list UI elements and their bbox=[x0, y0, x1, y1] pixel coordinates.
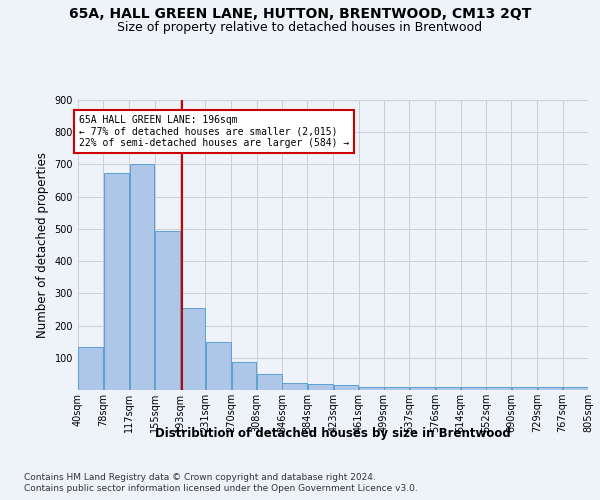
Text: Contains public sector information licensed under the Open Government Licence v3: Contains public sector information licen… bbox=[24, 484, 418, 493]
Bar bbox=[104, 172, 129, 390]
Bar bbox=[563, 388, 588, 390]
Bar bbox=[512, 388, 537, 390]
Bar bbox=[206, 342, 231, 390]
Bar bbox=[308, 384, 333, 390]
Bar bbox=[461, 388, 486, 390]
Bar bbox=[130, 164, 154, 390]
Text: 65A HALL GREEN LANE: 196sqm
← 77% of detached houses are smaller (2,015)
22% of : 65A HALL GREEN LANE: 196sqm ← 77% of det… bbox=[79, 114, 350, 148]
Bar bbox=[384, 388, 409, 390]
Text: Size of property relative to detached houses in Brentwood: Size of property relative to detached ho… bbox=[118, 22, 482, 35]
Bar bbox=[257, 374, 282, 390]
Bar bbox=[538, 388, 562, 390]
Bar bbox=[232, 362, 256, 390]
Bar bbox=[410, 388, 435, 390]
Bar bbox=[436, 388, 460, 390]
Bar bbox=[486, 388, 511, 390]
Bar bbox=[78, 346, 103, 390]
Bar bbox=[359, 387, 384, 390]
Text: Distribution of detached houses by size in Brentwood: Distribution of detached houses by size … bbox=[155, 428, 511, 440]
Text: Contains HM Land Registry data © Crown copyright and database right 2024.: Contains HM Land Registry data © Crown c… bbox=[24, 472, 376, 482]
Bar bbox=[180, 308, 205, 390]
Y-axis label: Number of detached properties: Number of detached properties bbox=[36, 152, 49, 338]
Bar bbox=[155, 230, 180, 390]
Bar bbox=[334, 385, 358, 390]
Text: 65A, HALL GREEN LANE, HUTTON, BRENTWOOD, CM13 2QT: 65A, HALL GREEN LANE, HUTTON, BRENTWOOD,… bbox=[69, 8, 531, 22]
Bar bbox=[282, 383, 307, 390]
